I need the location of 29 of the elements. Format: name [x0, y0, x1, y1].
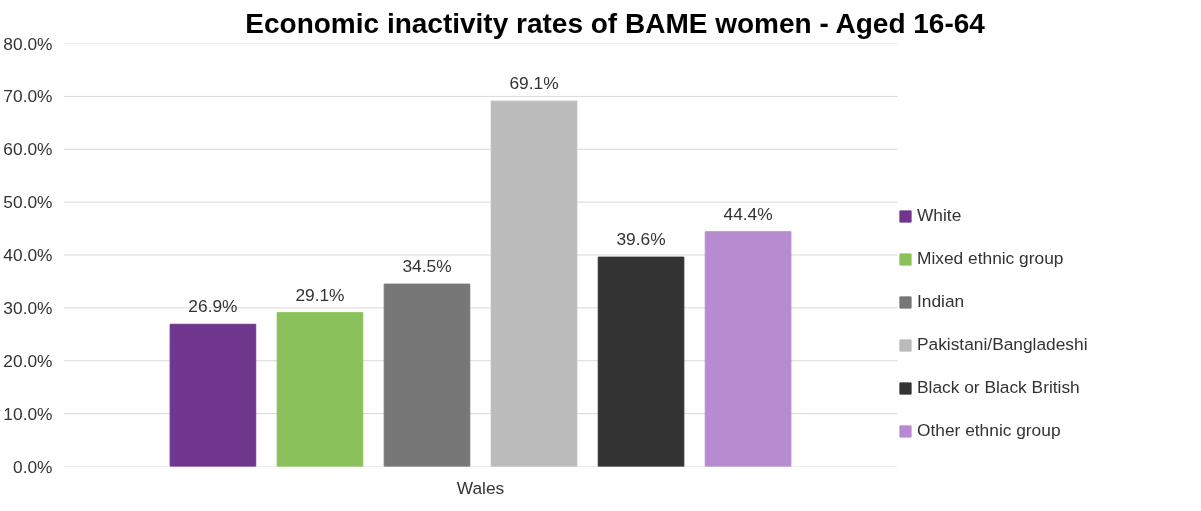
y-tick-label: 60.0% — [3, 139, 53, 160]
legend-label: Pakistani/Bangladeshi — [917, 334, 1088, 355]
bar — [383, 283, 471, 467]
y-tick-label: 70.0% — [3, 86, 53, 107]
legend-label: Indian — [917, 291, 965, 312]
legend-label: Black or Black British — [917, 377, 1080, 398]
y-tick-label: 80.0% — [3, 33, 53, 54]
data-label: 69.1% — [509, 73, 559, 94]
bar — [597, 256, 685, 467]
data-label: 39.6% — [616, 229, 666, 250]
bar — [704, 231, 792, 467]
x-tick-label: Wales — [456, 477, 505, 498]
data-label: 29.1% — [295, 284, 345, 305]
bar — [169, 323, 257, 467]
data-label: 26.9% — [188, 296, 238, 317]
y-tick-label: 40.0% — [3, 245, 53, 265]
y-tick-label: 0.0% — [13, 456, 53, 477]
legend-label: White — [917, 205, 962, 226]
legend-label: Other ethnic group — [917, 420, 1061, 441]
legend-label: Mixed ethnic group — [917, 248, 1064, 269]
y-tick-label: 20.0% — [3, 350, 53, 371]
y-tick-label: 30.0% — [3, 297, 53, 318]
data-label: 44.4% — [723, 203, 773, 224]
bar — [276, 312, 364, 467]
chart-title: Economic inactivity rates of BAME women - Aged 16-64 — [245, 7, 986, 39]
bar — [490, 100, 578, 467]
y-tick-label: 50.0% — [3, 192, 53, 213]
y-tick-label: 10.0% — [3, 403, 53, 424]
data-label: 34.5% — [402, 256, 452, 277]
